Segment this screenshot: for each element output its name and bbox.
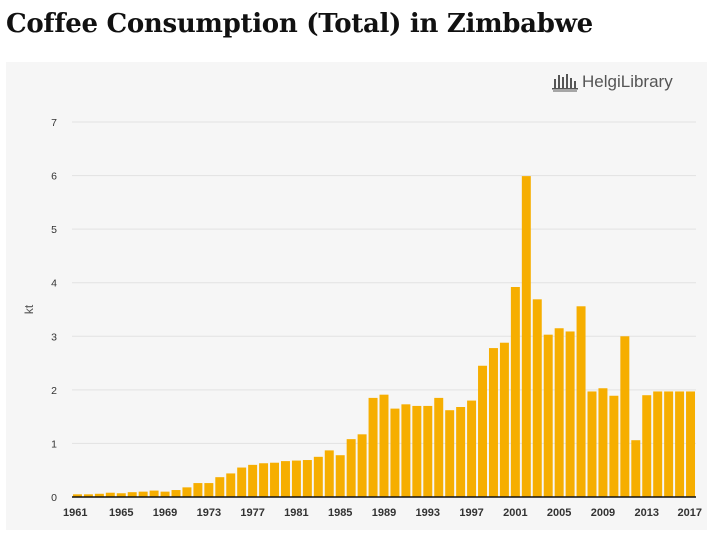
x-tick-label: 2013 [634,507,658,519]
bar [313,456,323,497]
x-tick-label: 1981 [284,507,308,519]
bar [653,391,663,497]
bar [83,494,93,497]
bar [423,405,433,497]
y-tick-label: 3 [51,331,57,343]
bar [182,487,192,497]
bar [456,407,466,497]
bar-chart-skyline-icon [552,72,578,92]
x-tick-label: 1993 [416,507,440,519]
bar [324,450,334,497]
bar [620,336,630,497]
bar [357,434,367,497]
bar [379,394,389,497]
bar [280,461,290,497]
x-tick-label: 1977 [240,507,264,519]
bar [226,473,236,497]
bar [675,391,685,497]
bar [204,483,214,497]
x-tick-label: 2005 [547,507,571,519]
bar [346,439,356,497]
y-tick-label: 0 [51,492,57,504]
bar [138,491,148,497]
bar [401,404,411,497]
y-tick-label: 6 [51,171,57,183]
bar [171,490,181,497]
bar [609,395,619,497]
bar [510,287,520,497]
x-tick-label: 1985 [328,507,352,519]
bar [478,365,488,497]
bar [445,410,455,497]
bar [149,490,159,497]
bar [193,483,203,497]
bar [248,464,258,497]
bar [215,477,225,497]
bar [434,397,444,497]
bar [664,391,674,497]
bar [467,400,477,497]
bar [94,493,104,497]
x-tick-label: 2001 [503,507,527,519]
bar [390,408,400,497]
x-tick-label: 1965 [109,507,133,519]
bar [259,463,269,497]
bar [565,331,575,497]
bar [598,388,608,497]
x-tick-label: 2009 [591,507,615,519]
bar [302,460,312,497]
bar [499,342,509,497]
bar [116,493,126,497]
bar [368,397,378,497]
logo-text: HelgiLibrary [582,72,673,91]
y-tick-label: 7 [51,117,57,129]
bar [335,455,345,497]
bar [488,348,498,497]
bar [127,492,137,497]
page-title: Coffee Consumption (Total) in Zimbabwe [6,9,593,39]
bar [160,491,170,497]
bar [521,176,531,497]
y-axis-label: kt [22,304,36,314]
x-tick-label: 2017 [678,507,702,519]
x-tick-label: 1989 [372,507,396,519]
x-tick-label: 1973 [197,507,221,519]
y-tick-label: 4 [51,278,57,290]
bar [587,391,597,497]
y-tick-label: 5 [51,224,57,236]
bar [631,440,641,497]
bar [412,405,422,497]
bar [291,460,301,497]
x-tick-label: 1969 [153,507,177,519]
bar [532,299,542,497]
bar [686,391,696,497]
bar [270,462,280,497]
y-tick-label: 2 [51,385,57,397]
y-tick-label: 1 [51,438,57,450]
bar [543,334,553,497]
bar [554,328,564,497]
helgilibrary-logo[interactable]: HelgiLibrary [552,72,673,92]
bar [237,467,247,497]
bar [576,306,586,497]
bar [105,492,115,497]
x-tick-label: 1997 [459,507,483,519]
x-tick-label: 1961 [63,507,87,519]
bar [642,395,652,497]
bar [72,494,82,497]
